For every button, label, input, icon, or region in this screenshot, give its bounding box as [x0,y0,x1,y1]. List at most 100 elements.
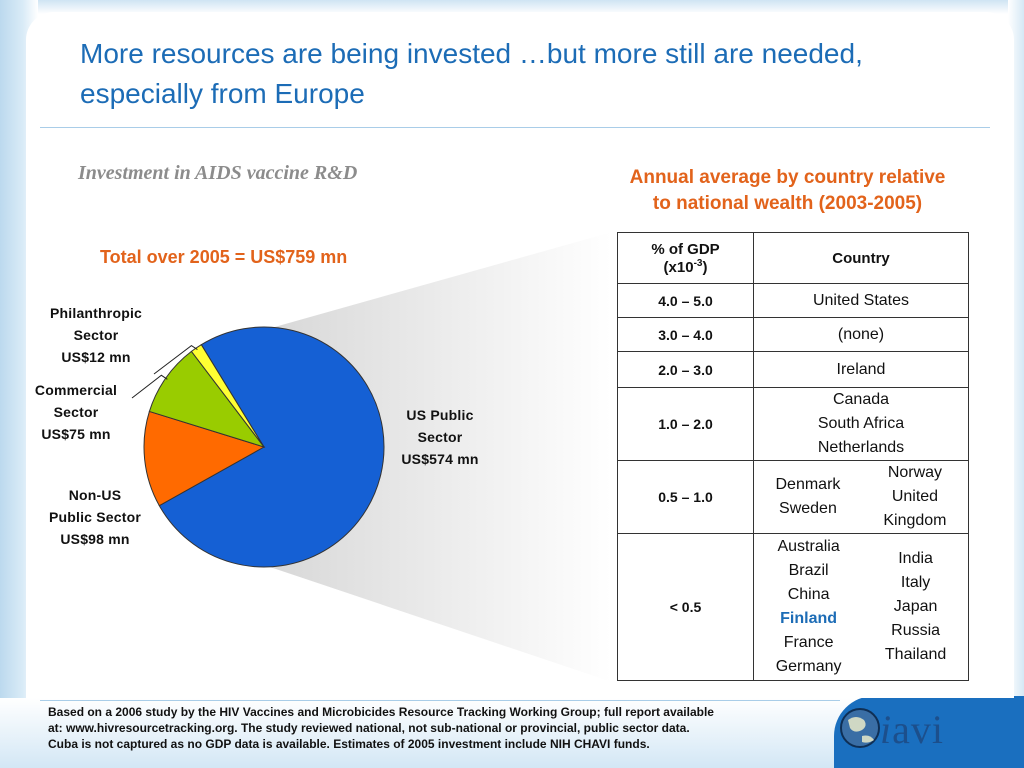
footnote: Based on a 2006 study by the HIV Vaccine… [48,704,848,752]
gdp-band-cell: < 0.5 [617,533,754,681]
chart-total-label: Total over 2005 = US$759 mn [100,247,348,267]
country-column: Canada South Africa Netherlands [818,388,904,460]
zoom-connector [264,232,612,682]
header-gdp-suffix: ) [702,258,708,276]
table-row: 2.0 – 3.0 Ireland [617,351,969,388]
logo-wordmark: avi [892,707,944,752]
country-name: United [891,488,939,505]
title-divider [40,127,990,128]
gdp-band-cell: 1.0 – 2.0 [617,387,754,461]
table-heading-line1: Annual average by country relative [629,167,946,188]
pie-label-philanthropic-value: US$12 mn [61,349,131,365]
country-name: (none) [837,325,885,343]
pie-slices [143,326,385,568]
slide-title: More resources are being invested …but m… [80,38,863,109]
leader-philanthropic [153,344,198,375]
country-list: Australia Brazil China Finland France Germany… [754,535,968,679]
table-row: 0.5 – 1.0 Denmark Sweden Norway United Kingdo… [617,460,969,534]
country-name: Thailand [884,646,947,663]
country-name: United States [812,291,910,309]
country-cell: Denmark Sweden Norway United Kingdom [753,460,969,534]
pie-label-us-public-line1: US Public [406,407,474,423]
country-cell: United States [753,283,969,318]
pie-slice-philanthropic [190,343,265,448]
header-gdp-exponent: -3 [693,257,703,269]
country-name: South Africa [817,415,905,432]
country-name: France [783,634,834,651]
country-name: Kingdom [883,512,947,529]
header-gdp-line2: (x10-3) [618,258,753,276]
country-list: (none) [754,323,968,347]
table-row: 1.0 – 2.0 Canada South Africa Netherlands [617,387,969,461]
country-name: Canada [832,391,890,408]
iavi-logo: iavi [880,706,944,753]
country-column: United States [813,289,909,313]
country-list: Ireland [754,358,968,382]
country-list: Canada South Africa Netherlands [754,388,968,460]
gdp-band-cell: 2.0 – 3.0 [617,351,754,388]
country-cell: Canada South Africa Netherlands [753,387,969,461]
footnote-line1: Based on a 2006 study by the HIV Vaccine… [48,705,714,719]
pie-slice-non-us-public [143,410,266,507]
gdp-table-body: 4.0 – 5.0 United States 3.0 – 4.0 (none) 2.0… [617,283,969,681]
country-column: (none) [838,323,884,347]
country-name: Netherlands [817,439,905,456]
pie-label-non-us-value: US$98 mn [60,531,130,547]
pie-label-us-public-value: US$574 mn [401,451,479,467]
leader-commercial [131,374,168,399]
country-name: Norway [887,464,943,481]
country-name: Sweden [779,500,837,517]
gdp-band-cell: 0.5 – 1.0 [617,460,754,534]
country-name: Italy [900,574,931,591]
country-name: China [787,586,830,603]
country-name: Russia [891,622,941,639]
country-list: United States [754,289,968,313]
pie-slice-us-public [158,326,385,568]
gdp-table: % of GDP (x10-3) Country 4.0 – 5.0 United… [617,232,969,681]
country-name: Brazil [788,562,829,579]
country-column: Ireland [837,358,886,382]
country-column: Denmark Sweden [775,473,840,521]
country-name: Denmark [775,476,841,493]
pie-label-commercial: Commercial Sector US$75 mn [20,379,132,445]
country-name: Germany [775,658,842,675]
country-name: Finland [780,610,838,627]
footnote-divider [40,700,840,701]
footnote-line2: at: www.hivresourcetracking.org. The stu… [48,721,690,735]
table-row: 4.0 – 5.0 United States [617,283,969,318]
pie-label-non-us: Non-US Public Sector US$98 mn [36,484,154,550]
gdp-band-cell: 4.0 – 5.0 [617,283,754,318]
chart-subtitle: Investment in AIDS vaccine R&D [78,162,358,184]
header-country: Country [753,232,969,284]
pie-label-commercial-value: US$75 mn [41,426,111,442]
country-column: Australia Brazil China Finland France Germany [776,535,842,679]
pie-label-commercial-line1: Commercial [34,382,118,398]
table-heading: Annual average by country relative to na… [590,165,985,217]
country-column: Norway United Kingdom [883,461,946,533]
country-cell: Ireland [753,351,969,388]
pie-label-philanthropic-line1: Philanthropic [49,305,143,321]
country-cell: Australia Brazil China Finland France Germany… [753,533,969,681]
country-name: Australia [777,538,840,555]
pie-label-us-public: US Public Sector US$574 mn [388,404,492,470]
pie-label-non-us-line1: Non-US [68,487,122,503]
pie-label-philanthropic: Philanthropic Sector US$12 mn [36,302,156,368]
logo-initial: i [880,707,893,752]
pie-label-commercial-line2: Sector [53,404,99,420]
table-header-row: % of GDP (x10-3) Country [617,232,969,284]
table-row: 3.0 – 4.0 (none) [617,317,969,352]
pie-label-non-us-line2: Public Sector [48,509,142,525]
table-heading-line2: to national wealth (2003-2005) [652,193,923,214]
country-name: Japan [893,598,938,615]
table-row: < 0.5 Australia Brazil China Finland France Ge… [617,533,969,681]
country-cell: (none) [753,317,969,352]
iavi-globe-icon [840,708,880,748]
header-gdp: % of GDP (x10-3) [617,232,754,284]
footnote-line3: Cuba is not captured as no GDP data is a… [48,737,650,751]
gdp-band-cell: 3.0 – 4.0 [617,317,754,352]
pie-label-philanthropic-line2: Sector [73,327,119,343]
header-gdp-line1: % of GDP [651,240,720,258]
header-gdp-prefix: (x10 [663,258,694,276]
pie-label-us-public-line2: Sector [417,429,463,445]
